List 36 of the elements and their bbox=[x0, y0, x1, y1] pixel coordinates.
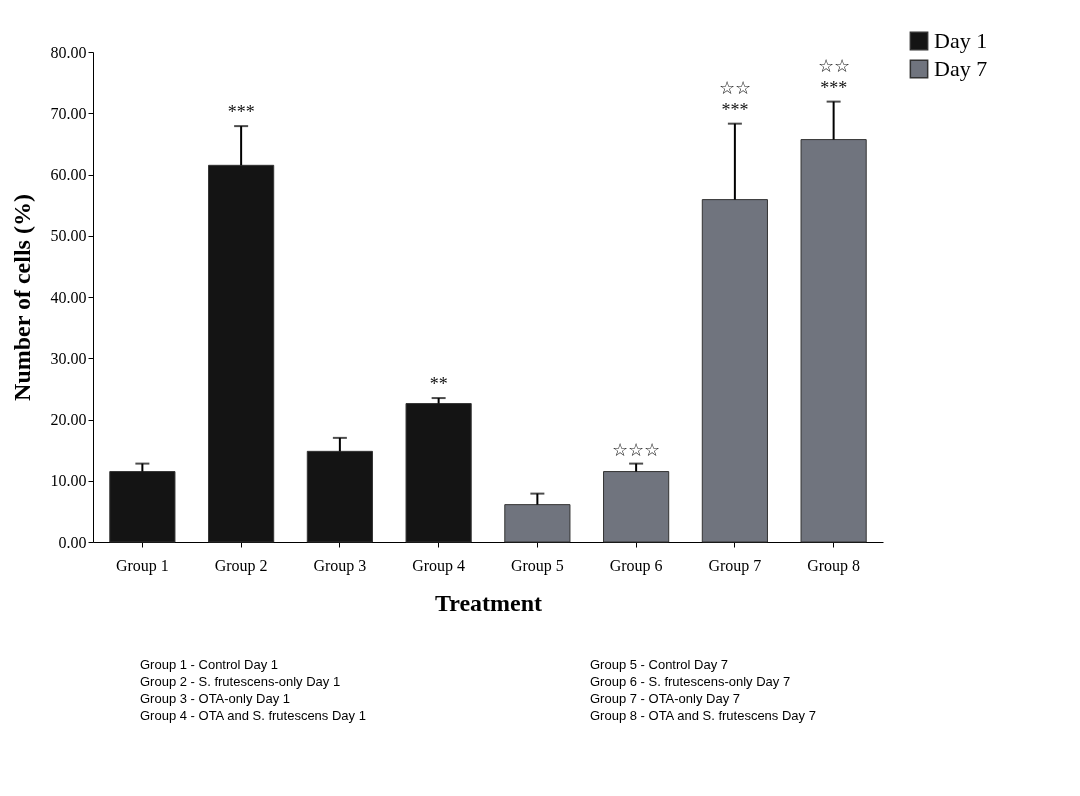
y-tick-label: 80.00 bbox=[50, 43, 87, 61]
text: Group 7 - OTA-only Day 7 bbox=[590, 690, 742, 707]
text: Group 3 - OTA-only Day 1 bbox=[140, 690, 292, 707]
x-tick-label: Group 4 bbox=[412, 556, 466, 575]
text: Group 8 - OTA and S. frutescens Day 7 bbox=[590, 707, 817, 724]
legend-label: Day 1 bbox=[934, 28, 988, 53]
x-tick-label: Group 2 bbox=[214, 556, 268, 575]
annotation: ☆☆☆ bbox=[612, 439, 661, 460]
y-tick-label: 60.00 bbox=[50, 166, 87, 183]
x-axis-title: Treatment bbox=[434, 589, 543, 616]
y-axis-title: Number of cells (%) bbox=[8, 194, 35, 401]
x-tick-label: Group 5 bbox=[510, 556, 564, 575]
text: Group 1 - Control Day 1 bbox=[140, 656, 279, 673]
y-tick-label: 0.00 bbox=[58, 533, 87, 551]
y-tick-label: 30.00 bbox=[50, 349, 87, 367]
text: Group 2 - S. frutescens-only Day 1 bbox=[140, 673, 342, 690]
annotation: *** bbox=[227, 102, 255, 123]
y-tick-label: 10.00 bbox=[50, 472, 87, 490]
x-tick-label: Group 3 bbox=[313, 556, 367, 575]
legend-label: Day 7 bbox=[934, 56, 988, 81]
x-tick-label: Group 8 bbox=[807, 556, 861, 575]
y-tick-label: 50.00 bbox=[50, 227, 87, 245]
text: Group 4 - OTA and S. frutescens Day 1 bbox=[140, 707, 367, 724]
y-tick-label: 70.00 bbox=[50, 104, 87, 122]
y-tick-label: 40.00 bbox=[50, 288, 87, 306]
text: Group 5 - Control Day 7 bbox=[590, 656, 729, 673]
annotation: *** bbox=[721, 99, 749, 120]
annotation: ☆☆ bbox=[718, 77, 751, 98]
y-tick-label: 20.00 bbox=[50, 411, 87, 428]
x-tick-label: Group 7 bbox=[708, 556, 762, 575]
x-tick-label: Group 1 bbox=[115, 556, 169, 575]
x-tick-label: Group 6 bbox=[609, 556, 663, 575]
annotation: *** bbox=[820, 77, 848, 98]
text: Group 6 - S. frutescens-only Day 7 bbox=[590, 673, 792, 690]
annotation: ☆☆ bbox=[817, 55, 850, 76]
annotation: ** bbox=[429, 374, 448, 395]
